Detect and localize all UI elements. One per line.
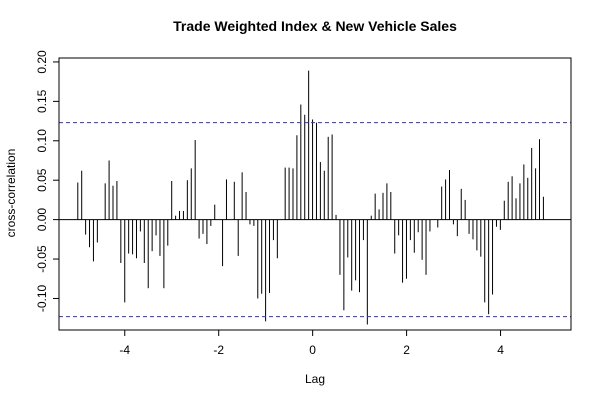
x-axis-title: Lag [305, 372, 325, 386]
y-tick-label: -0.05 [35, 245, 49, 273]
y-tick-label: 0.10 [35, 129, 49, 153]
confidence-band [59, 122, 571, 318]
x-tick-label: 4 [497, 343, 504, 357]
y-axis: -0.10 -0.05 0.00 0.05 0.10 0.15 0.20 [35, 50, 59, 312]
x-tick-label: 0 [309, 343, 316, 357]
y-tick-label: 0.00 [35, 208, 49, 232]
bar-series [59, 70, 571, 325]
y-tick-label: 0.15 [35, 89, 49, 113]
x-tick-label: 2 [403, 343, 410, 357]
chart-title: Trade Weighted Index & New Vehicle Sales [173, 18, 457, 34]
y-axis-title: cross-correlation [4, 149, 18, 238]
x-tick-label: -2 [213, 343, 224, 357]
plot-frame [58, 57, 572, 331]
x-axis: -4 -2 0 2 4 [119, 330, 504, 357]
y-tick-label: 0.20 [35, 50, 49, 74]
y-tick-label: 0.05 [35, 168, 49, 192]
x-tick-label: -4 [119, 343, 130, 357]
y-tick-label: -0.10 [35, 284, 49, 312]
